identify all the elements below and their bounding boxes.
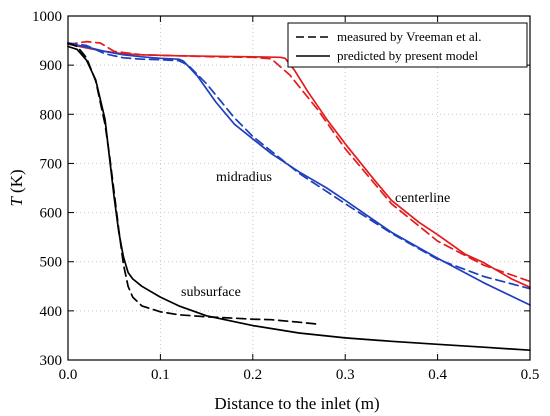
plot-frame [67, 15, 531, 361]
axes [67, 15, 531, 361]
y-tick-label: 800 [40, 107, 63, 123]
y-tick-label: 400 [40, 304, 63, 320]
y-tick-label: 900 [40, 58, 63, 74]
y-tick-label: 700 [40, 156, 63, 172]
y-axis-title-symbol: T [7, 196, 26, 207]
annotation-subsurface: subsurface [181, 285, 241, 300]
annotation-centerline: centerline [395, 191, 450, 206]
y-axis-title-unit: (K) [7, 169, 26, 197]
legend-box [287, 22, 528, 68]
annotation-midradius: midradius [216, 170, 272, 185]
y-tick-label: 600 [40, 206, 63, 222]
series-midradius-measured [67, 42, 531, 290]
x-tick-label: 0.2 [243, 367, 262, 383]
series-layer [67, 40, 531, 352]
y-tick-label: 300 [40, 353, 63, 369]
legend: measured by Vreeman et al. predicted by … [287, 22, 528, 68]
y-tick-label: 500 [40, 255, 63, 271]
series-midradius-predicted [67, 42, 531, 306]
ticks: 0.0 0.1 0.2 0.3 0.4 0.5 300 400 500 600 700 800 900 1… [32, 9, 539, 383]
series-centerline-measured [67, 40, 531, 283]
x-tick-label: 0.0 [59, 367, 78, 383]
x-tick-label: 0.4 [428, 367, 447, 383]
y-axis-title: T (K) [7, 169, 26, 206]
series-centerline-predicted [67, 43, 531, 289]
x-tick-label: 0.3 [336, 367, 355, 383]
x-axis-title: Distance to the inlet (m) [214, 394, 379, 413]
series-subsurface-predicted [67, 45, 531, 352]
y-tick-label: 1000 [32, 9, 62, 25]
x-tick-label: 0.1 [151, 367, 170, 383]
legend-predicted-label: predicted by present model [337, 48, 479, 63]
grid [68, 16, 530, 360]
x-tick-label: 0.5 [521, 367, 540, 383]
legend-measured-label: measured by Vreeman et al. [337, 29, 481, 44]
